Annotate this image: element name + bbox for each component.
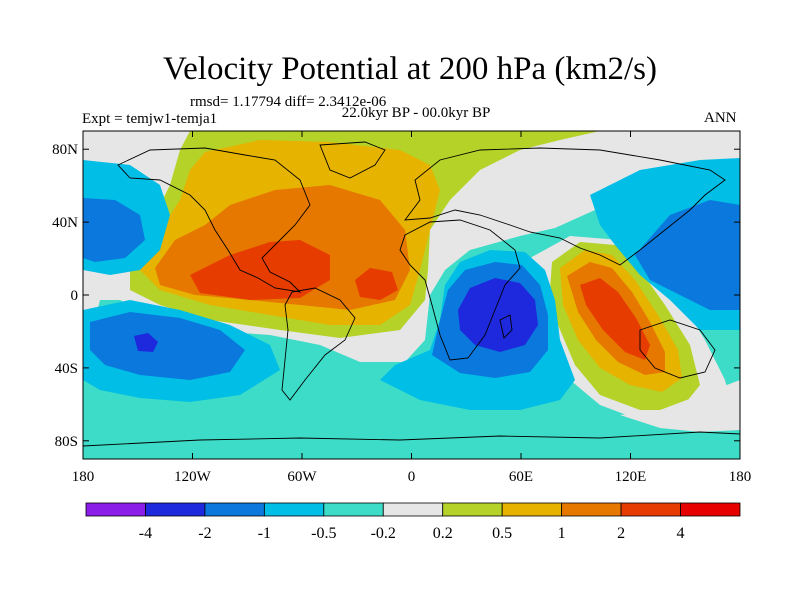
x-tick-label: 180 — [72, 469, 95, 485]
contour-negative-2-africa — [458, 278, 538, 352]
colorbar-swatch — [204, 502, 265, 517]
x-tick-label: 0 — [408, 469, 416, 485]
y-tick-label: 80N — [52, 142, 78, 158]
chart-title: Velocity Potential at 200 hPa (km2/s) — [162, 51, 658, 87]
x-tick-label: 120E — [615, 469, 647, 485]
y-tick-label: 40N — [52, 215, 78, 231]
coastline-antarctica — [83, 431, 740, 447]
colorbar-label: -1 — [258, 525, 271, 542]
x-axis: 180 120W 60W 0 60E 120E 180 — [72, 131, 752, 485]
contour-positive-2-east — [355, 268, 398, 300]
colorbar-label: 2 — [617, 525, 625, 542]
coastline-madagascar — [499, 314, 513, 339]
colorbar-label: -0.2 — [371, 525, 396, 542]
y-tick-label: 0 — [71, 288, 79, 304]
plot-area — [83, 131, 740, 459]
contour-negative-2-spac — [134, 333, 158, 352]
season-label: ANN — [704, 110, 737, 126]
y-tick-label: 40S — [55, 361, 78, 377]
y-tick-label: 80S — [55, 434, 78, 450]
colorbar: -4 -2 -1 -0.5 -0.2 0.2 0.5 1 2 4 — [85, 502, 741, 542]
x-tick-label: 60E — [509, 469, 533, 485]
colorbar-swatch — [620, 502, 681, 517]
experiment-label: Expt = temjw1-temja1 — [82, 111, 218, 127]
colorbar-swatch — [382, 502, 444, 517]
contour-negative-1-epac — [635, 200, 740, 310]
coastline-greenland — [319, 141, 386, 179]
colorbar-swatch — [145, 502, 206, 517]
coastline-south-america — [281, 287, 356, 401]
stats-text: rmsd= 1.17794 diff= 2.3412e-06 — [190, 94, 387, 110]
colorbar-swatch — [561, 502, 622, 517]
colorbar-label: 1 — [558, 525, 566, 542]
contour-negative-1-npac — [83, 198, 145, 262]
colorbar-label: 4 — [677, 525, 685, 542]
x-tick-label: 60W — [287, 469, 317, 485]
colorbar-label: 0.2 — [433, 525, 453, 542]
contour-positive-2 — [190, 240, 330, 300]
contour-positive-2-mc — [580, 278, 650, 360]
coastlines — [83, 141, 740, 447]
y-axis: 80N 40N 0 40S 80S — [52, 142, 740, 450]
period-subtitle: 22.0kyr BP - 00.0kyr BP — [341, 105, 491, 121]
coastline-australia — [639, 319, 716, 379]
colorbar-label: 0.5 — [492, 525, 512, 542]
coastline-north-america — [117, 147, 311, 293]
contour-negative-1-spac — [90, 312, 245, 380]
colorbar-swatch — [442, 502, 503, 517]
coastline-africa — [399, 219, 521, 361]
colorbar-swatch — [680, 502, 741, 517]
colorbar-label: -0.5 — [311, 525, 336, 542]
colorbar-swatch — [85, 502, 146, 517]
coastline-eurasia — [404, 147, 726, 266]
colorbar-swatch — [263, 502, 325, 517]
colorbar-label: -4 — [139, 525, 152, 542]
colorbar-swatch — [501, 502, 563, 517]
colorbar-swatch — [323, 502, 384, 517]
x-tick-label: 120W — [174, 469, 212, 485]
contour-near-zero-south — [620, 380, 740, 432]
colorbar-label: -2 — [198, 525, 211, 542]
x-tick-label: 180 — [729, 469, 752, 485]
